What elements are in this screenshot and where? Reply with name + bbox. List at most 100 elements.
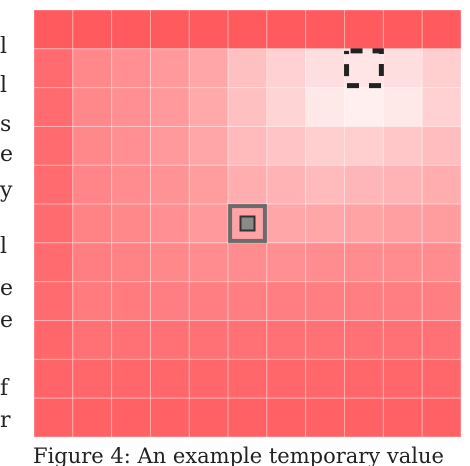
grid-cell: [33, 87, 74, 127]
grid-cell: [421, 281, 462, 322]
grid-cell: [266, 9, 307, 50]
grid-cell: [344, 281, 384, 322]
grid-cell: [111, 164, 151, 205]
goal-marker: [344, 48, 384, 89]
grid-cell: [382, 242, 423, 283]
grid-cell: [382, 164, 423, 205]
grid-cell: [305, 9, 346, 50]
grid-cell: [421, 164, 462, 205]
text-fragment: l: [0, 36, 8, 58]
text-fragment: s: [0, 114, 12, 136]
grid-cell: [344, 358, 384, 399]
grid-cell: [344, 203, 384, 244]
grid-cell: [33, 203, 74, 244]
grid-cell: [421, 203, 462, 244]
grid-cell: [188, 320, 229, 360]
grid-cell: [305, 281, 346, 322]
grid-cell: [421, 358, 462, 399]
grid-cell: [188, 9, 229, 50]
grid-cell: [305, 397, 346, 438]
text-fragment: e: [0, 310, 14, 332]
grid-cell: [111, 281, 151, 322]
grid-cell: [421, 397, 462, 438]
grid-cell: [266, 125, 307, 166]
left-column-text-fragments: l l s e y l e e f r: [0, 0, 30, 440]
grid-cell: [305, 48, 346, 89]
grid-cell: [188, 358, 229, 399]
grid-cell: [33, 9, 74, 50]
grid-cell: [305, 203, 346, 244]
grid-cell: [72, 397, 113, 438]
grid-cell: [227, 320, 268, 360]
grid-cell: [344, 48, 384, 89]
grid-cell: [188, 164, 229, 205]
text-fragment: f: [0, 378, 9, 400]
grid-cell: [344, 242, 384, 283]
agent-marker-outer: [228, 204, 267, 243]
text-fragment: e: [0, 278, 14, 300]
agent-marker-inner: [239, 215, 256, 232]
grid-cell: [305, 242, 346, 283]
grid-cell: [149, 87, 190, 127]
grid-cell: [344, 397, 384, 438]
grid-cell: [421, 125, 462, 166]
grid-cell: [305, 164, 346, 205]
grid-cell: [111, 320, 151, 360]
grid-cell: [382, 397, 423, 438]
grid-cell: [149, 358, 190, 399]
grid-cell: [266, 87, 307, 127]
grid-cell: [421, 242, 462, 283]
grid-cell: [227, 48, 268, 89]
grid-cell: [149, 164, 190, 205]
grid-cell: [149, 320, 190, 360]
grid-cell: [266, 281, 307, 322]
grid-cell: [33, 281, 74, 322]
grid-cell: [111, 203, 151, 244]
grid-cell: [382, 9, 423, 50]
grid-cell: [33, 358, 74, 399]
grid-cell: [421, 87, 462, 127]
grid-cell: [266, 320, 307, 360]
grid-cell: [227, 358, 268, 399]
grid-cell: [188, 87, 229, 127]
grid-cell: [33, 242, 74, 283]
grid-cell: [382, 320, 423, 360]
text-fragment: e: [0, 144, 14, 166]
grid-cell: [149, 9, 190, 50]
grid-cell: [382, 48, 423, 89]
grid-cell: [188, 242, 229, 283]
grid-cell: [266, 164, 307, 205]
value-heatmap-figure: [33, 9, 462, 438]
text-fragment: l: [0, 236, 8, 258]
grid-cell: [72, 203, 113, 244]
grid-cell: [72, 242, 113, 283]
grid-cell: [149, 281, 190, 322]
grid-cell: [111, 87, 151, 127]
grid-cell: [111, 358, 151, 399]
grid-cell: [149, 203, 190, 244]
grid-cell: [33, 48, 74, 89]
grid-cell: [188, 203, 229, 244]
grid-cell: [72, 48, 113, 89]
grid-cell: [382, 87, 423, 127]
grid-cell: [266, 358, 307, 399]
text-fragment: l: [0, 75, 8, 97]
text-fragment: y: [0, 180, 13, 202]
grid-cell: [188, 48, 229, 89]
grid-cell: [227, 125, 268, 166]
grid-cell: [305, 358, 346, 399]
grid-cell: [382, 125, 423, 166]
figure-caption: Figure 4: An example temporary value: [33, 444, 444, 466]
grid-cell: [266, 397, 307, 438]
grid-cell: [266, 203, 307, 244]
grid-cell: [111, 48, 151, 89]
grid-cell: [72, 87, 113, 127]
grid-cell: [111, 9, 151, 50]
grid-cell: [227, 281, 268, 322]
grid-cell: [344, 125, 384, 166]
grid-cell: [227, 87, 268, 127]
grid-cell: [305, 320, 346, 360]
grid-cell: [382, 203, 423, 244]
grid-cell: [344, 320, 384, 360]
grid-cell: [111, 242, 151, 283]
